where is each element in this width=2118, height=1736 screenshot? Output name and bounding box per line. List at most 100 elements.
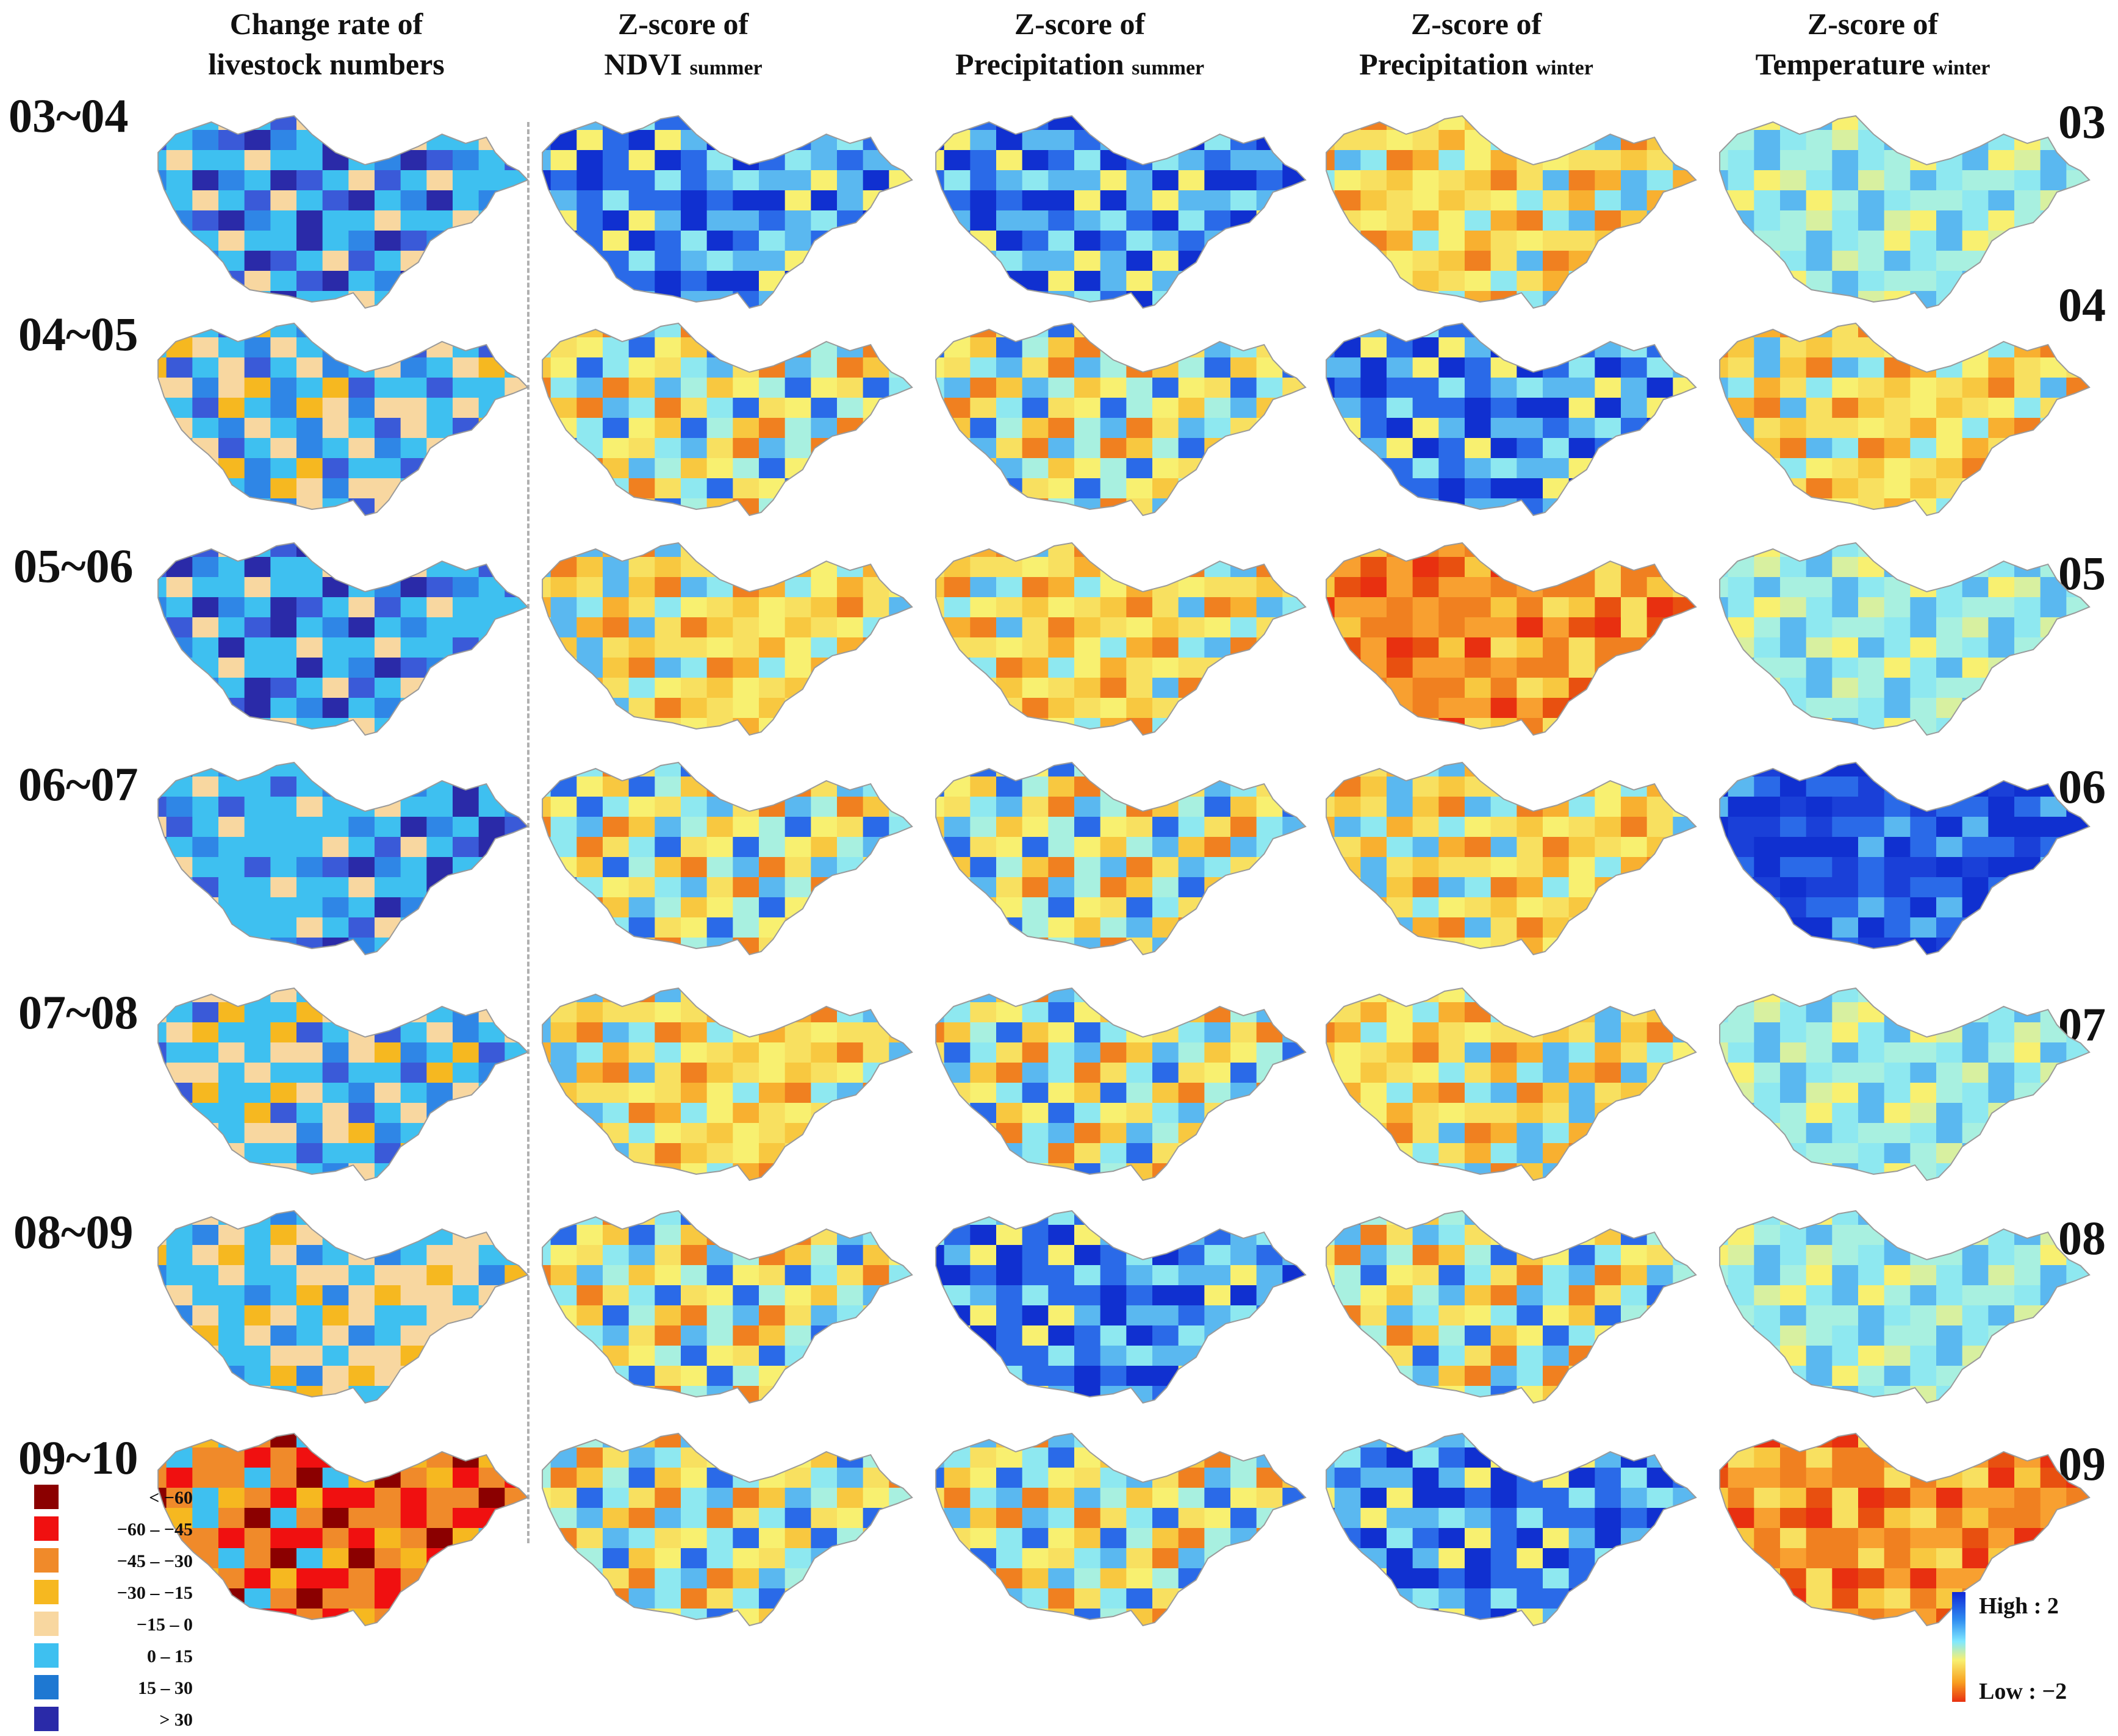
map-cell-block bbox=[1858, 271, 1885, 292]
map-cell-block bbox=[759, 337, 786, 358]
mongolia-map bbox=[918, 1427, 1308, 1629]
map-cell-block bbox=[1048, 577, 1075, 598]
map-cell-block bbox=[167, 458, 193, 479]
map-cell-block bbox=[2041, 190, 2067, 211]
map-cell-block bbox=[1465, 418, 1492, 439]
map-cell-block bbox=[1126, 1366, 1153, 1386]
map-cell-block bbox=[453, 678, 479, 698]
map-cell-block bbox=[1126, 1427, 1153, 1448]
map-cell-block bbox=[655, 797, 681, 817]
map-cell-block bbox=[1257, 938, 1283, 958]
map-cell-block bbox=[837, 756, 864, 777]
map-cell-block bbox=[1728, 698, 1755, 719]
column-header-line2: Precipitation bbox=[1359, 47, 1528, 81]
map-cell-block bbox=[401, 537, 428, 558]
map-cell-block bbox=[1754, 1103, 1781, 1124]
map-cell-block bbox=[1543, 837, 1570, 858]
map-cell-block bbox=[1647, 438, 1674, 459]
map-cell-block bbox=[375, 1063, 401, 1083]
map-cell-block bbox=[1647, 1325, 1674, 1346]
map-cell-block bbox=[453, 1346, 479, 1366]
map-cell-block bbox=[1100, 231, 1127, 251]
map-cell-block bbox=[1282, 678, 1308, 698]
map-cell-block bbox=[1387, 1022, 1413, 1043]
map-cell-block bbox=[1621, 231, 1648, 251]
map-cell-block bbox=[1438, 398, 1465, 418]
map-cell-block bbox=[348, 210, 375, 231]
map-cell-block bbox=[1884, 557, 1911, 578]
map-cell-block bbox=[681, 458, 708, 479]
map-cell-block bbox=[1832, 1245, 1859, 1266]
map-cell-block bbox=[811, 1488, 838, 1508]
map-cell-block bbox=[1962, 857, 1989, 878]
map-cell-block bbox=[837, 458, 864, 479]
map-cell-block bbox=[1988, 317, 2015, 338]
map-cell-block bbox=[401, 1002, 428, 1023]
map-cell-block bbox=[551, 357, 578, 378]
map-cell-block bbox=[1806, 1305, 1833, 1326]
map-cell-block bbox=[525, 637, 551, 658]
map-cell-block bbox=[1806, 938, 1833, 958]
map-cell-block bbox=[453, 458, 479, 479]
map-cell-block bbox=[218, 1022, 245, 1043]
map-cell-block bbox=[944, 537, 971, 558]
map-cell-block bbox=[1257, 797, 1283, 817]
map-cell-block bbox=[2066, 1083, 2092, 1103]
map-cell-block bbox=[970, 1103, 997, 1124]
map-cell-block bbox=[1780, 1325, 1807, 1346]
map-cell-block bbox=[1413, 251, 1440, 271]
map-cell-block bbox=[970, 718, 997, 738]
map-cell-block bbox=[1074, 1427, 1101, 1448]
map-cell-block bbox=[375, 317, 401, 338]
map-cell-block bbox=[1543, 917, 1570, 938]
map-cell-block bbox=[1702, 857, 1729, 878]
map-cell-block bbox=[1754, 577, 1781, 598]
map-cell-block bbox=[863, 438, 890, 459]
map-cell-block bbox=[1491, 231, 1518, 251]
map-cell-block bbox=[2066, 777, 2092, 797]
map-cell-block bbox=[1673, 877, 1699, 898]
map-cell-block bbox=[759, 797, 786, 817]
map-cell-block bbox=[1074, 398, 1101, 418]
map-cell-block bbox=[426, 1245, 453, 1266]
map-cell-block bbox=[1022, 1305, 1049, 1326]
map-cell-block bbox=[707, 1265, 734, 1286]
map-cell-block bbox=[1360, 1325, 1387, 1346]
map-cell-block bbox=[681, 817, 708, 838]
map-cell-block bbox=[479, 498, 506, 518]
map-cell-block bbox=[837, 378, 864, 398]
map-cell-block bbox=[1806, 1063, 1833, 1083]
map-cell-block bbox=[1179, 837, 1205, 858]
map-cell-block bbox=[1152, 337, 1179, 358]
map-cell-block bbox=[1543, 817, 1570, 838]
map-cell-block bbox=[1569, 557, 1596, 578]
map-cell-block bbox=[970, 1366, 997, 1386]
map-cell-block bbox=[1884, 337, 1911, 358]
map-cell-block bbox=[1152, 458, 1179, 479]
map-cell-block bbox=[996, 1468, 1023, 1488]
map-cell-block bbox=[2014, 1245, 2041, 1266]
map-cell-block bbox=[551, 1609, 578, 1629]
map-cell-block bbox=[401, 1508, 428, 1529]
map-cell-block bbox=[1022, 837, 1049, 858]
map-cell-block bbox=[944, 418, 971, 439]
map-cell-block bbox=[270, 897, 297, 918]
map-cell-block bbox=[1780, 378, 1807, 398]
map-cell-block bbox=[1936, 458, 1963, 479]
map-cell-block bbox=[970, 857, 997, 878]
map-cell-block bbox=[1673, 777, 1699, 797]
map-cell-block bbox=[1465, 251, 1492, 271]
map-cell-block bbox=[1413, 458, 1440, 479]
map-cell-block bbox=[401, 418, 428, 439]
map-cell-block bbox=[1022, 231, 1049, 251]
map-cell-block bbox=[1569, 478, 1596, 499]
map-cell-block bbox=[811, 756, 838, 777]
map-cell-block bbox=[1413, 291, 1440, 311]
map-cell-block bbox=[603, 1548, 630, 1569]
map-cell-block bbox=[1595, 718, 1621, 738]
map-cell-block bbox=[245, 1042, 271, 1063]
map-cell-block bbox=[1126, 271, 1153, 292]
map-cell-block bbox=[1491, 1325, 1518, 1346]
map-cell-block bbox=[1988, 982, 2015, 1003]
map-cell-block bbox=[785, 698, 812, 719]
